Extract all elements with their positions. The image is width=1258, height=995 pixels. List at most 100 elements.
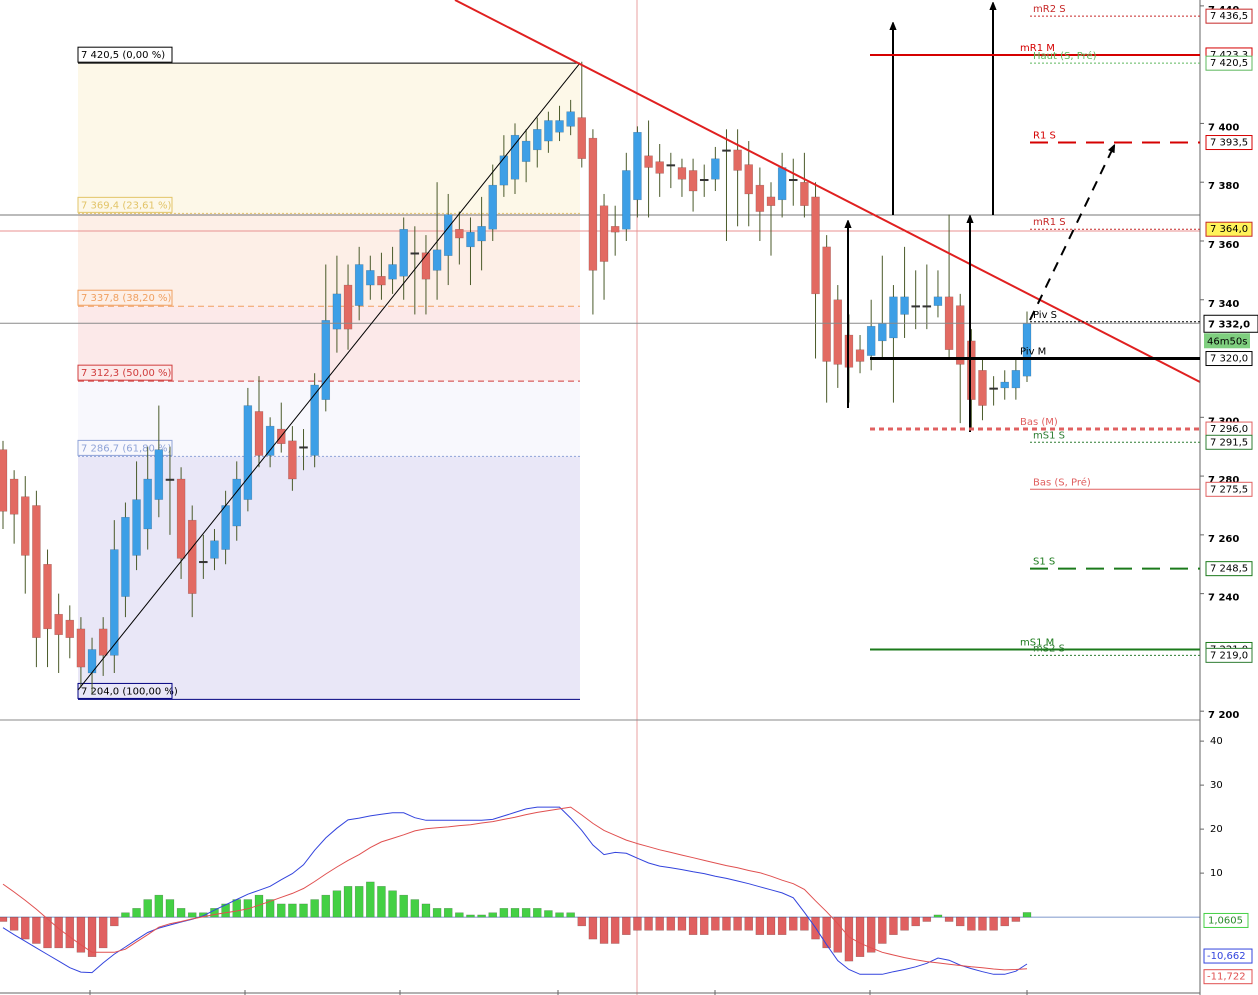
histogram-bar [844, 916, 854, 962]
histogram-bar [399, 894, 408, 918]
timer-box [1204, 333, 1250, 349]
histogram-bar [443, 908, 453, 918]
candle-body [777, 167, 787, 201]
level-label: mR1 S [1033, 217, 1066, 228]
candle-body [989, 387, 998, 390]
level-label: Bas (S, Pré) [1033, 476, 1091, 488]
candle-body [633, 131, 642, 201]
candle-body [677, 167, 687, 180]
projection-arrow [1029, 148, 1113, 321]
histogram-bar [488, 912, 497, 918]
histogram-bar [154, 894, 164, 918]
histogram-bar [777, 916, 787, 935]
candle-body [1011, 370, 1021, 389]
histogram-bar [533, 908, 542, 918]
histogram-bar [733, 916, 742, 931]
histogram-bar [232, 899, 241, 918]
indicator-value: -10,662 [1207, 951, 1246, 962]
indicator-value-box [1203, 969, 1253, 985]
level-value: 7 420,5 [1210, 58, 1248, 69]
level-value-box [1205, 481, 1253, 497]
candle-body [9, 478, 19, 515]
histogram-bar [432, 908, 442, 918]
histogram-bar [922, 916, 932, 922]
candle-body [911, 305, 920, 308]
candle-body [321, 320, 331, 400]
candle-body [187, 519, 197, 594]
candle-body [655, 161, 664, 174]
histogram-bar [265, 899, 275, 918]
candle-body [866, 325, 876, 356]
histogram-bar [633, 916, 642, 931]
histogram-bar [87, 916, 97, 957]
fib-label-box [77, 364, 173, 381]
level-value: 7 423,3 [1210, 50, 1248, 61]
level-value: 7 275,5 [1210, 484, 1248, 495]
histogram-bar [377, 886, 386, 918]
candle-body [699, 179, 709, 182]
histogram-bar [722, 916, 731, 931]
histogram-bar [744, 916, 753, 931]
histogram-bar [288, 903, 297, 918]
candle-body [265, 425, 275, 456]
y-tick-label: 7 260 [1208, 534, 1239, 545]
histogram-bar [65, 916, 75, 949]
candle-body [432, 249, 442, 271]
histogram-bar [521, 908, 531, 918]
fib-label: 7 312,3 (50,00 %) [81, 368, 172, 379]
level-label: mS2 S [1033, 643, 1065, 654]
histogram-bar [9, 916, 19, 931]
candle-body [499, 155, 509, 186]
candle-body [833, 299, 843, 365]
histogram-bar [878, 916, 887, 944]
candle-body [510, 134, 520, 180]
fib-label-box [77, 682, 173, 699]
histogram-bar [0, 916, 8, 922]
timer: 46m50s [1207, 336, 1247, 347]
current-price: 7 332,0 [1208, 319, 1250, 330]
histogram-bar [1022, 912, 1032, 918]
level-label: mR1 M [1020, 43, 1055, 54]
histogram-value-box [1203, 912, 1249, 928]
axis-background [1200, 0, 1258, 995]
histogram-bar [555, 912, 564, 918]
candle-body [0, 449, 8, 512]
candle-body [488, 184, 497, 230]
level-label: mR2 S [1033, 4, 1066, 15]
candle-body [521, 140, 531, 162]
level-value-box [1205, 55, 1253, 71]
histogram-bar [210, 908, 219, 918]
histogram-bar [176, 908, 186, 918]
candle-body [733, 149, 742, 171]
candle-body [900, 296, 909, 315]
candle-body [110, 549, 119, 656]
candle-body [855, 349, 865, 362]
time-ticks [89, 990, 1028, 995]
candle-body [933, 296, 943, 306]
candle-body [889, 296, 898, 339]
histogram-bar [32, 916, 41, 944]
candle-body [533, 129, 542, 151]
candle-body [922, 305, 932, 308]
histogram-bar [622, 916, 631, 935]
level-value-box [1205, 647, 1253, 663]
histogram-bar [366, 881, 375, 918]
candle-body [755, 184, 765, 212]
level-label: Piv M [1020, 347, 1046, 358]
fib-label-box [77, 439, 173, 456]
candle-body [644, 155, 653, 168]
y-tick-label: 7 380 [1208, 181, 1239, 192]
candle-body [800, 181, 809, 206]
histogram-bar [310, 899, 319, 918]
level-value: 7 248,5 [1210, 564, 1248, 575]
trend-line [454, 0, 1201, 383]
candle-body [310, 384, 319, 456]
histogram-bar [121, 912, 130, 918]
indicator-value-box [1203, 948, 1253, 964]
histogram-bar [766, 916, 776, 935]
y-tick-label: 7 240 [1208, 593, 1239, 604]
candle-body [243, 405, 253, 500]
candle-body [143, 478, 152, 530]
y-tick-label: 20 [1210, 824, 1223, 835]
